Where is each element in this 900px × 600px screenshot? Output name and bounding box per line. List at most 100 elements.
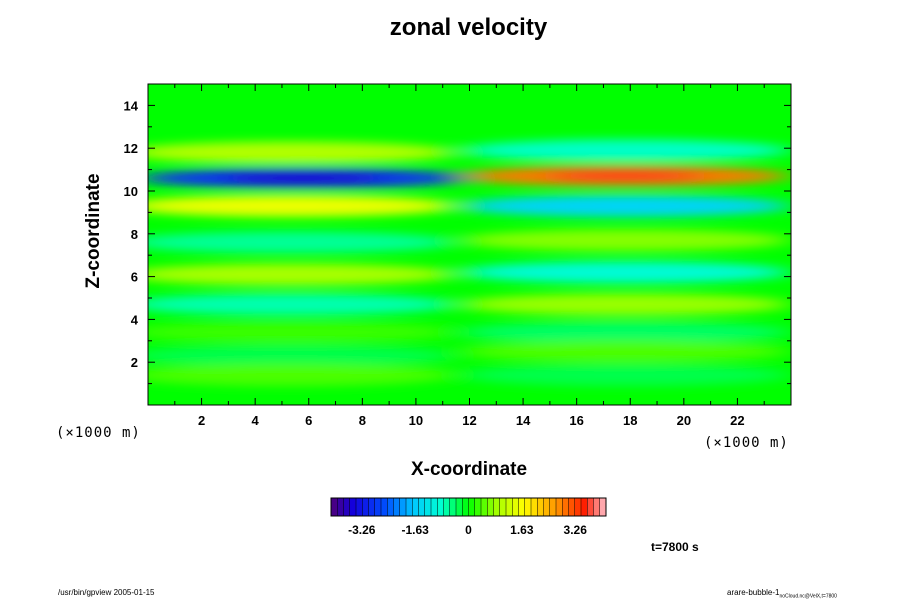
colorbar-cell xyxy=(549,498,557,516)
x-tick-label: 4 xyxy=(252,413,260,428)
colorbar-cell xyxy=(487,498,494,516)
colorbar-cell xyxy=(462,498,469,516)
x-tick-label: 22 xyxy=(730,413,744,428)
colorbar-cell xyxy=(337,498,344,516)
x-tick-label: 16 xyxy=(569,413,583,428)
colorbar-cell xyxy=(599,498,607,516)
velocity-band-5 xyxy=(148,293,455,316)
colorbar-cell xyxy=(474,498,482,516)
colorbar-cell xyxy=(449,498,457,516)
colorbar-cell xyxy=(574,498,582,516)
velocity-band-2 xyxy=(148,194,455,217)
colorbar-cell xyxy=(537,498,544,516)
y-tick-label: 12 xyxy=(124,141,138,156)
x-tick-label: 20 xyxy=(677,413,691,428)
colorbar-cell xyxy=(362,498,369,516)
velocity-band-17 xyxy=(459,364,790,387)
colorbar-cell xyxy=(468,498,476,516)
velocity-band-12 xyxy=(459,229,790,252)
colorbar-cell xyxy=(331,498,338,516)
colorbar-cell xyxy=(343,498,351,516)
plot-area xyxy=(148,84,791,405)
x-tick-label: 14 xyxy=(516,413,531,428)
y-tick-label: 4 xyxy=(131,312,139,327)
velocity-band-13 xyxy=(459,261,790,284)
footer-left: /usr/bin/gpview 2005-01-15 xyxy=(58,588,155,597)
colorbar-cell xyxy=(506,498,513,516)
chart-title: zonal velocity xyxy=(389,14,548,41)
colorbar-cell xyxy=(531,498,538,516)
x-axis-label: X-coordinate xyxy=(410,459,528,480)
colorbar-tick-label: -3.26 xyxy=(348,523,376,537)
velocity-band-8 xyxy=(148,364,455,387)
colorbar-tick-label: 1.63 xyxy=(510,523,534,537)
velocity-band-15 xyxy=(459,321,790,344)
colorbar-cell xyxy=(437,498,444,516)
colorbar-cell xyxy=(581,498,588,516)
velocity-band-16 xyxy=(459,340,790,363)
x-tick-label: 6 xyxy=(305,413,312,428)
x-axis-unit-left: (×1000 m) xyxy=(56,425,141,441)
colorbar-cell xyxy=(568,498,576,516)
colorbar-cell xyxy=(381,498,388,516)
x-tick-label: 12 xyxy=(462,413,476,428)
colorbar-frame xyxy=(330,497,607,517)
time-label: t=7800 s xyxy=(651,540,699,554)
colorbar-cell xyxy=(562,498,569,516)
velocity-band-9 xyxy=(459,139,790,162)
y-tick-label: 14 xyxy=(124,98,139,113)
colorbar-cell xyxy=(393,498,401,516)
x-tick-label: 2 xyxy=(198,413,205,428)
colorbar-cell xyxy=(349,498,357,516)
velocity-band-core-1 xyxy=(223,173,384,184)
x-tick-label: 10 xyxy=(409,413,423,428)
footer-right-main: arare-bubble-1 xyxy=(727,588,780,597)
colorbar-cell xyxy=(512,498,519,516)
colorbar-cell xyxy=(518,498,526,516)
y-tick-label: 8 xyxy=(131,227,138,242)
colorbar-cell xyxy=(387,498,394,516)
y-tick-label: 6 xyxy=(131,270,138,285)
x-tick-label: 18 xyxy=(623,413,637,428)
colorbar-cell xyxy=(556,498,563,516)
x-tick-label: 8 xyxy=(359,413,366,428)
colorbar-tick-label: 3.26 xyxy=(564,523,588,537)
footer-right-sub: noCloud.nc@VelX,t=7800 xyxy=(779,593,837,600)
colorbar-cell xyxy=(543,498,551,516)
colorbar-cell xyxy=(418,498,426,516)
y-tick-label: 10 xyxy=(124,184,138,199)
colorbar-cell xyxy=(587,498,594,516)
x-axis-unit-right: (×1000 m) xyxy=(704,435,789,451)
velocity-band-6 xyxy=(148,321,455,344)
colorbar-cell xyxy=(368,498,376,516)
colorbar-cell xyxy=(481,498,488,516)
colorbar-cell xyxy=(524,498,532,516)
colorbar-cell xyxy=(399,498,407,516)
colorbar-cell xyxy=(374,498,382,516)
y-tick-label: 2 xyxy=(131,355,138,370)
velocity-band-7 xyxy=(148,344,455,367)
colorbar-cell xyxy=(424,498,432,516)
velocity-bands xyxy=(148,139,790,387)
colorbar-cell xyxy=(412,498,419,516)
colorbar: -3.26 -1.63 0 1.63 3.26 xyxy=(330,497,607,537)
velocity-band-core-10 xyxy=(544,171,705,182)
velocity-band-3 xyxy=(148,231,455,254)
colorbar-cell xyxy=(493,498,501,516)
colorbar-tick-label: 0 xyxy=(465,523,472,537)
colorbar-cell xyxy=(443,498,451,516)
colorbar-cell xyxy=(593,498,601,516)
colorbar-cell xyxy=(499,498,507,516)
velocity-band-4 xyxy=(148,263,455,286)
footer-right: arare-bubble-1noCloud.nc@VelX,t=7800 xyxy=(727,588,837,600)
colorbar-cell xyxy=(356,498,363,516)
colorbar-cell xyxy=(406,498,413,516)
velocity-band-14 xyxy=(459,293,790,316)
velocity-band-11 xyxy=(459,194,790,217)
colorbar-tick-label: -1.63 xyxy=(401,523,429,537)
colorbar-cell xyxy=(456,498,463,516)
velocity-band-0 xyxy=(148,141,455,164)
colorbar-cell xyxy=(431,498,438,516)
